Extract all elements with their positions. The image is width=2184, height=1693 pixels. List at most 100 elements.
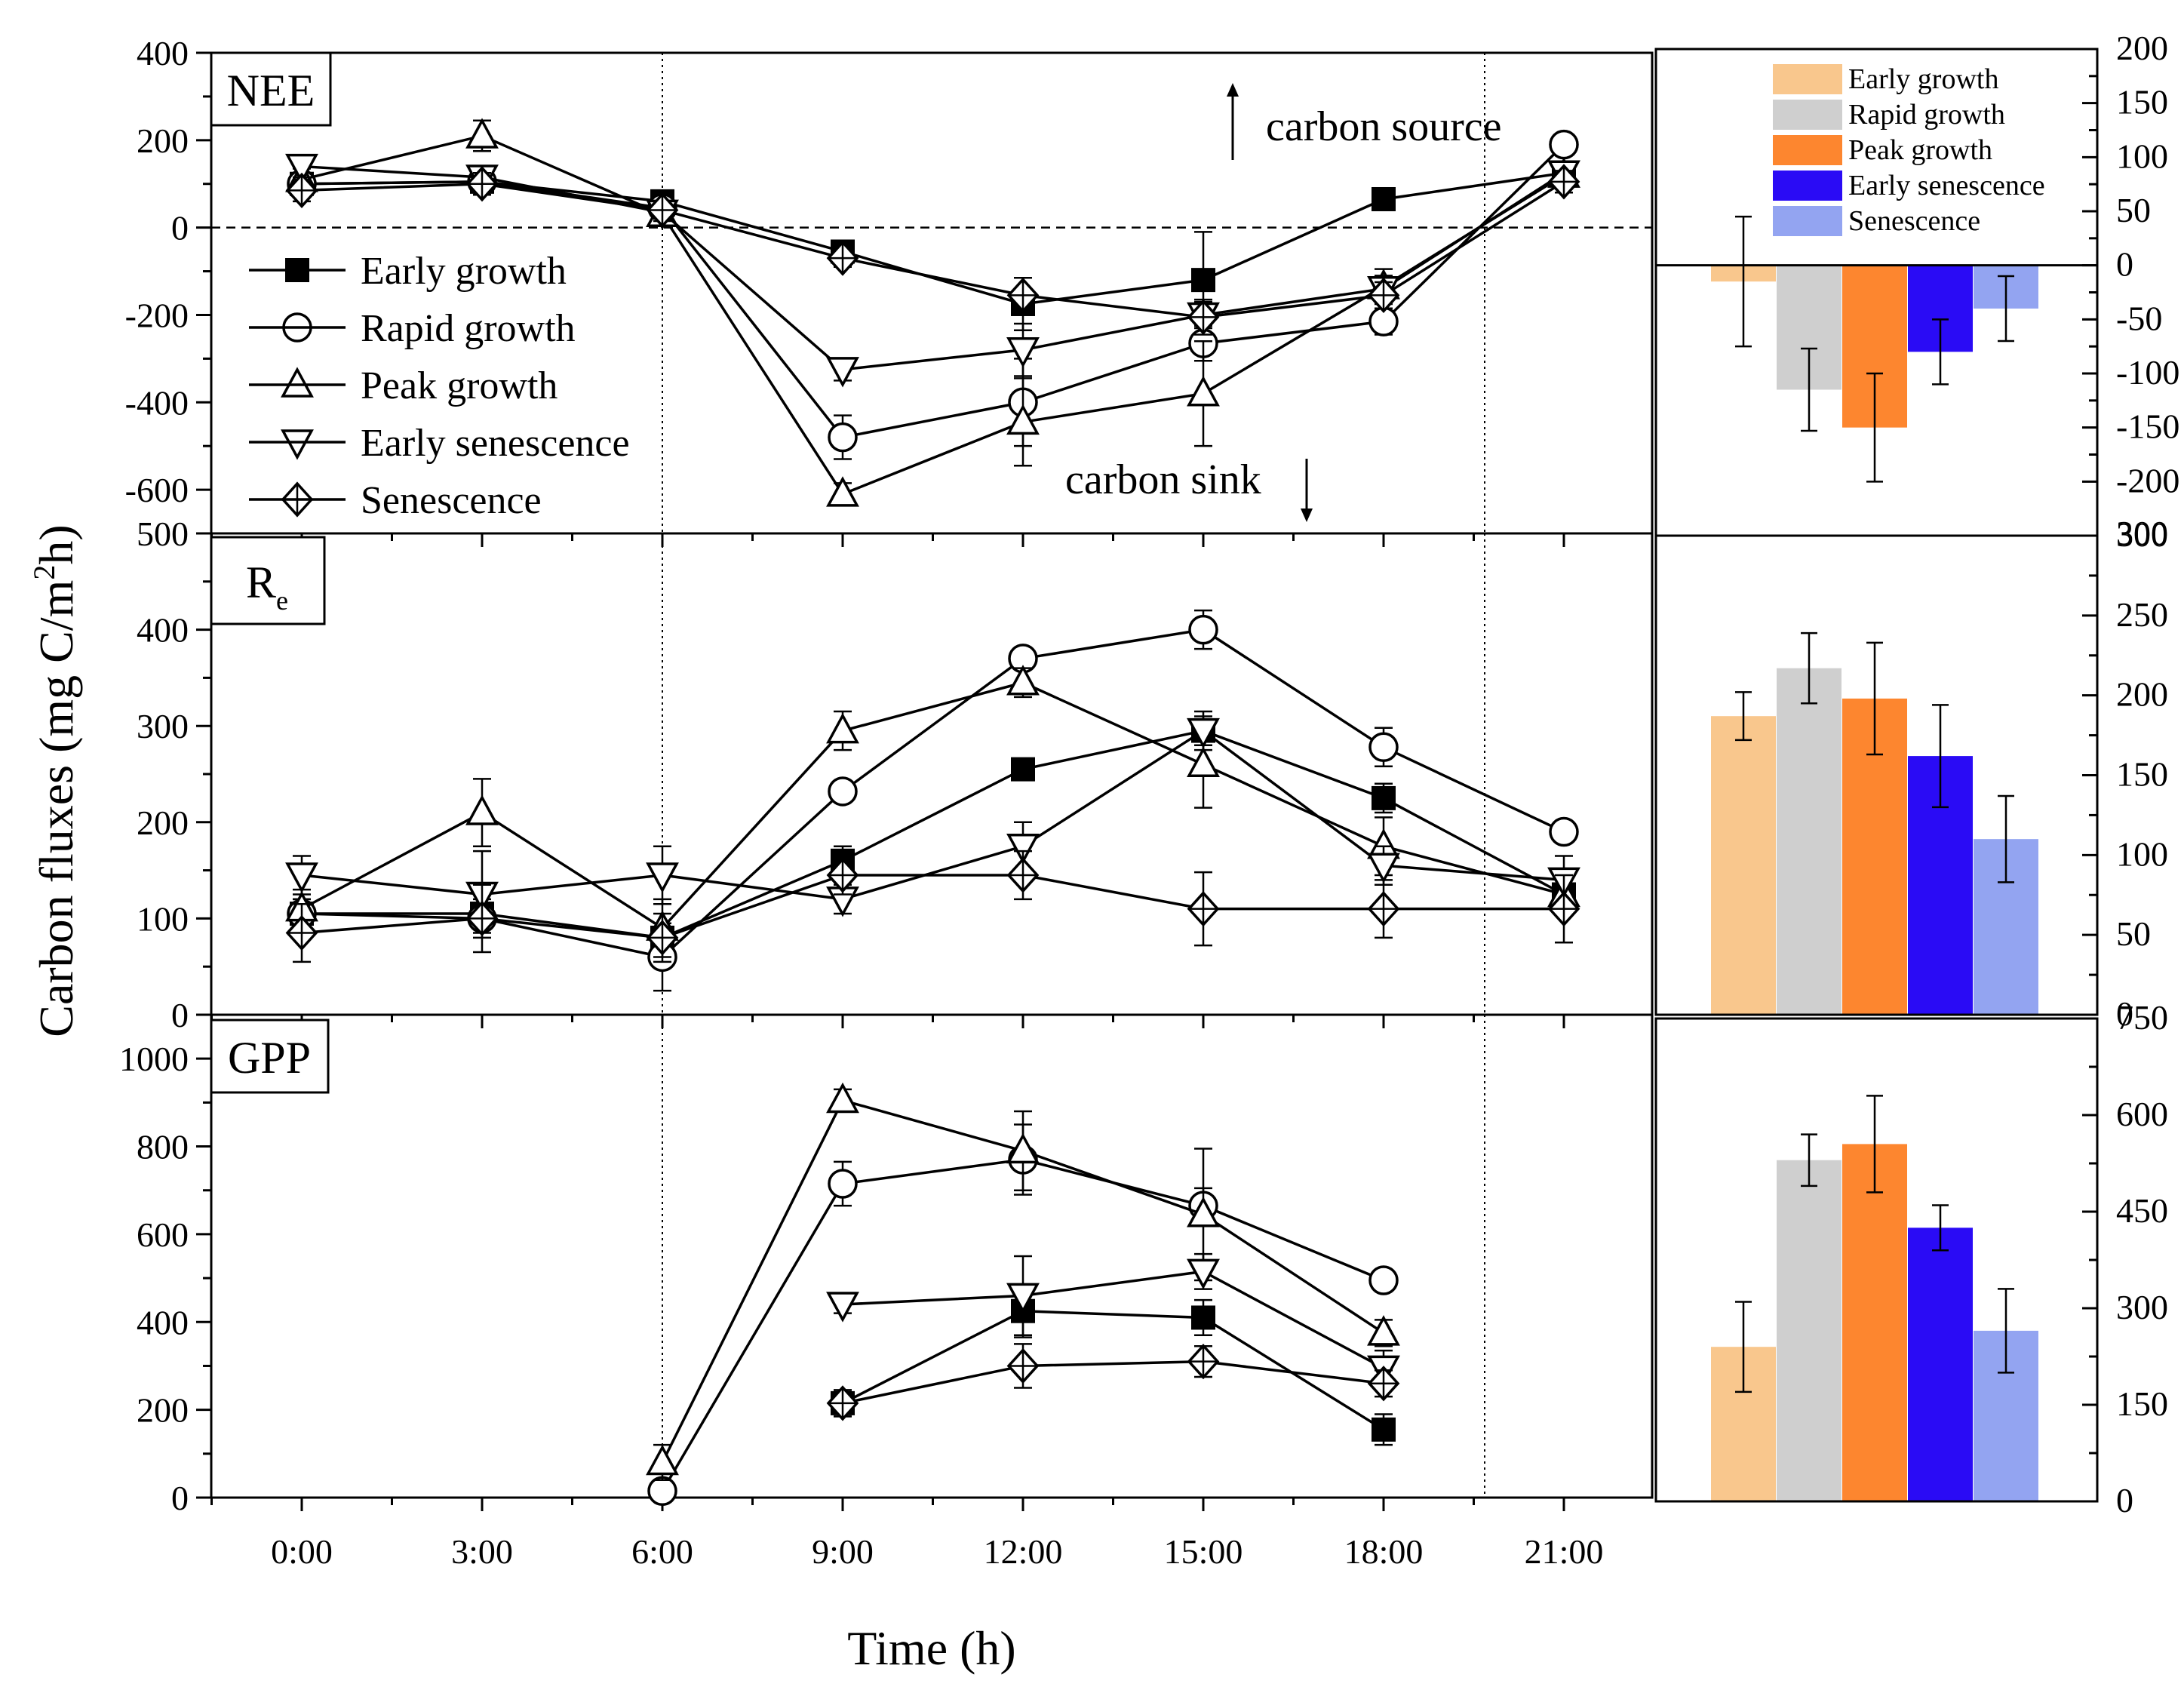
- nee-rapid-growth-point: [1549, 129, 1579, 160]
- bar-legend-label-peak-growth: Peak growth: [1848, 134, 1992, 166]
- re-early-senescence-point: [285, 862, 318, 893]
- x-tick-label: 15:00: [1164, 1532, 1243, 1571]
- re-mean-bar-early-growth: [1711, 716, 1776, 1015]
- y-axis-title-main: Carbon fluxes (mg C/m: [29, 580, 83, 1037]
- nee-panel-title: NEE: [227, 66, 315, 115]
- y-axis-title-sup: 2: [27, 565, 61, 580]
- re-rapid-growth-point: [1549, 816, 1579, 847]
- re-rapid-growth-point: [1368, 732, 1399, 763]
- gpp-senescence-line: [842, 1360, 1384, 1405]
- bar-legend-label-early-senescence: Early senescence: [1848, 170, 2045, 201]
- gpp-mean-y-tick-label: 0: [2116, 1481, 2133, 1519]
- re-title-sub: e: [276, 585, 288, 616]
- nee-y-tick-label: -200: [125, 296, 189, 334]
- source-arrow-head: [1227, 83, 1239, 97]
- nee-peak-growth-point: [465, 118, 499, 149]
- bar-legend-label-senescence: Senescence: [1848, 205, 1980, 237]
- re-rapid-growth-line: [301, 628, 1565, 959]
- nee-mean-y-tick-label: 0: [2116, 245, 2133, 284]
- y-axis-title-end: h): [29, 524, 83, 564]
- nee-mean-y-tick-label: 150: [2116, 83, 2168, 121]
- gpp-panel-title: GPP: [228, 1033, 311, 1083]
- gpp-y-tick-label: 1000: [119, 1040, 189, 1078]
- re-peak-growth-point: [465, 794, 499, 825]
- nee-mean-y-tick-label: -200: [2116, 461, 2179, 499]
- re-mean-y-tick-label: 50: [2116, 914, 2151, 953]
- re-panel-title: Re: [246, 558, 288, 616]
- x-axis-title: Time (h): [847, 1621, 1015, 1675]
- nee-early-senescence-line: [301, 164, 1565, 371]
- re-peak-growth-line: [301, 681, 1565, 930]
- legend-label-rapid-growth: Rapid growth: [361, 307, 576, 350]
- re-y-tick-label: 0: [171, 996, 189, 1034]
- bar-legend-label-early-growth: Early growth: [1848, 63, 1998, 95]
- carbon-source-label: carbon source: [1266, 103, 1502, 150]
- re-early-senescence-point: [646, 862, 679, 893]
- re-mean-y-tick-label: 0: [2116, 994, 2133, 1033]
- nee-early-growth-point: [1191, 268, 1215, 293]
- gpp-peak-growth-point: [826, 1082, 859, 1114]
- gpp-rapid-growth-point: [828, 1169, 858, 1199]
- gpp-mean-y-tick-label: 150: [2116, 1384, 2168, 1423]
- bar-legend-label-rapid-growth: Rapid growth: [1848, 99, 2005, 131]
- nee-early-senescence-point: [285, 153, 318, 185]
- legend-label-early-growth: Early growth: [361, 250, 567, 293]
- x-tick-label: 3:00: [451, 1532, 513, 1571]
- carbon-sink-label: carbon sink: [1065, 456, 1261, 503]
- sink-arrow-head: [1301, 509, 1313, 522]
- re-early-growth-point: [1372, 785, 1396, 810]
- bar-legend-swatch-senescence: [1773, 206, 1842, 236]
- nee-rapid-growth-line: [301, 143, 1565, 439]
- re-early-growth-point: [1011, 757, 1035, 782]
- x-tick-label: 0:00: [271, 1532, 333, 1571]
- re-rapid-growth-point: [828, 776, 858, 807]
- re-early-senescence-point: [1187, 717, 1220, 749]
- nee-peak-growth-line: [301, 134, 1565, 496]
- nee-mean-y-tick-label: -50: [2116, 299, 2162, 337]
- gpp-y-tick-label: 0: [171, 1479, 189, 1517]
- gpp-peak-growth-point: [1006, 1132, 1040, 1164]
- legend-label-peak-growth: Peak growth: [361, 364, 558, 407]
- gpp-mean-bar-rapid-growth: [1777, 1160, 1842, 1501]
- legend-marker-early-senescence: [281, 429, 314, 460]
- gpp-mean-y-tick-label: 600: [2116, 1095, 2168, 1133]
- re-y-tick-label: 400: [137, 611, 189, 650]
- re-mean-y-tick-label: 150: [2116, 755, 2168, 794]
- gpp-early-senescence-point: [1187, 1258, 1220, 1290]
- gpp-y-tick-label: 600: [137, 1215, 189, 1254]
- re-peak-growth-point: [1187, 746, 1220, 777]
- re-mean-y-tick-label: 100: [2116, 834, 2168, 873]
- re-early-growth-line: [302, 729, 1565, 939]
- nee-mean-y-tick-label: -100: [2116, 353, 2179, 392]
- re-senescence-line: [301, 874, 1564, 939]
- gpp-peak-growth-point: [1187, 1197, 1220, 1228]
- gpp-y-tick-label: 400: [137, 1303, 189, 1341]
- bar-legend-swatch-early-growth: [1773, 64, 1842, 94]
- re-y-tick-label: 300: [137, 707, 189, 745]
- gpp-mean-bar-early-senescence: [1908, 1228, 1973, 1501]
- nee-peak-growth-point: [1006, 404, 1040, 435]
- bar-legend-swatch-rapid-growth: [1773, 100, 1842, 130]
- gpp-rapid-growth-point: [1368, 1265, 1399, 1295]
- re-early-senescence-point: [1006, 833, 1040, 865]
- nee-rapid-growth-point: [828, 422, 858, 453]
- nee-senescence-line: [301, 180, 1565, 319]
- nee-mean-y-tick-label: 200: [2116, 29, 2168, 67]
- x-tick-label: 12:00: [984, 1532, 1063, 1571]
- nee-early-senescence-point: [826, 357, 859, 388]
- nee-mean-y-tick-label: 100: [2116, 137, 2168, 175]
- gpp-title-box: [210, 1019, 330, 1094]
- x-tick-label: 9:00: [812, 1532, 874, 1571]
- nee-y-tick-label: -600: [125, 471, 189, 509]
- gpp-early-senescence-line: [842, 1270, 1384, 1369]
- gpp-early-growth-point: [1372, 1417, 1396, 1442]
- gpp-early-senescence-point: [1006, 1283, 1040, 1314]
- x-tick-label: 6:00: [631, 1532, 693, 1571]
- nee-mean-y-tick-label: -150: [2116, 407, 2179, 446]
- gpp-mean-y-tick-label: 450: [2116, 1191, 2168, 1230]
- nee-y-tick-label: 200: [137, 121, 189, 160]
- bar-legend-swatch-peak-growth: [1773, 135, 1842, 165]
- nee-y-tick-label: 400: [137, 34, 189, 72]
- legend-label-senescence: Senescence: [361, 479, 542, 522]
